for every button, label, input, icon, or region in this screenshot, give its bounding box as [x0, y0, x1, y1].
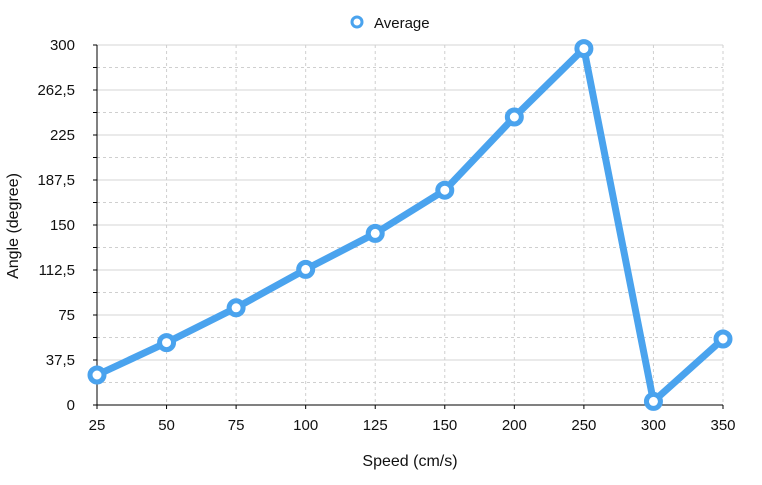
legend-marker-icon	[350, 15, 364, 29]
y-tick-label: 75	[58, 307, 75, 324]
x-tick-label: 50	[158, 417, 175, 434]
x-tick-label: 200	[502, 417, 527, 434]
y-tick-label: 225	[50, 127, 75, 144]
x-tick-label: 250	[571, 417, 596, 434]
data-point	[574, 39, 594, 59]
data-point	[713, 329, 733, 349]
data-point	[643, 391, 663, 411]
y-tick-label: 0	[67, 397, 75, 414]
x-tick-label: 150	[432, 417, 457, 434]
legend-label: Average	[374, 15, 430, 32]
data-point	[365, 223, 385, 243]
y-tick-label: 150	[50, 217, 75, 234]
series-line	[93, 45, 727, 405]
data-point	[504, 107, 524, 127]
x-tick-label: 100	[293, 417, 318, 434]
y-axis-label: Angle (degree)	[5, 173, 22, 279]
data-point	[296, 259, 316, 279]
axes	[93, 44, 724, 409]
grid	[96, 44, 724, 406]
y-tick-label: 37,5	[46, 352, 75, 369]
x-tick-label: 125	[363, 417, 388, 434]
data-point	[157, 333, 177, 353]
data-point	[435, 180, 455, 200]
legend: Average	[350, 15, 430, 32]
x-axis-label: Speed (cm/s)	[362, 453, 457, 470]
x-tick-label: 350	[710, 417, 735, 434]
y-tick-label: 300	[50, 37, 75, 54]
x-tick-label: 25	[89, 417, 106, 434]
y-tick-label: 112,5	[39, 262, 75, 279]
y-tick-label: 262,5	[37, 82, 75, 99]
x-tick-label: 75	[228, 417, 245, 434]
data-point	[226, 298, 246, 318]
data-point	[87, 365, 107, 385]
x-tick-label: 300	[641, 417, 666, 434]
tick-labels: 0 37,5 75 112,5 150 187,5 225 262,5 300 25 50 75 100…	[37, 37, 735, 434]
series-average	[87, 39, 733, 411]
y-tick-label: 187,5	[37, 172, 75, 189]
